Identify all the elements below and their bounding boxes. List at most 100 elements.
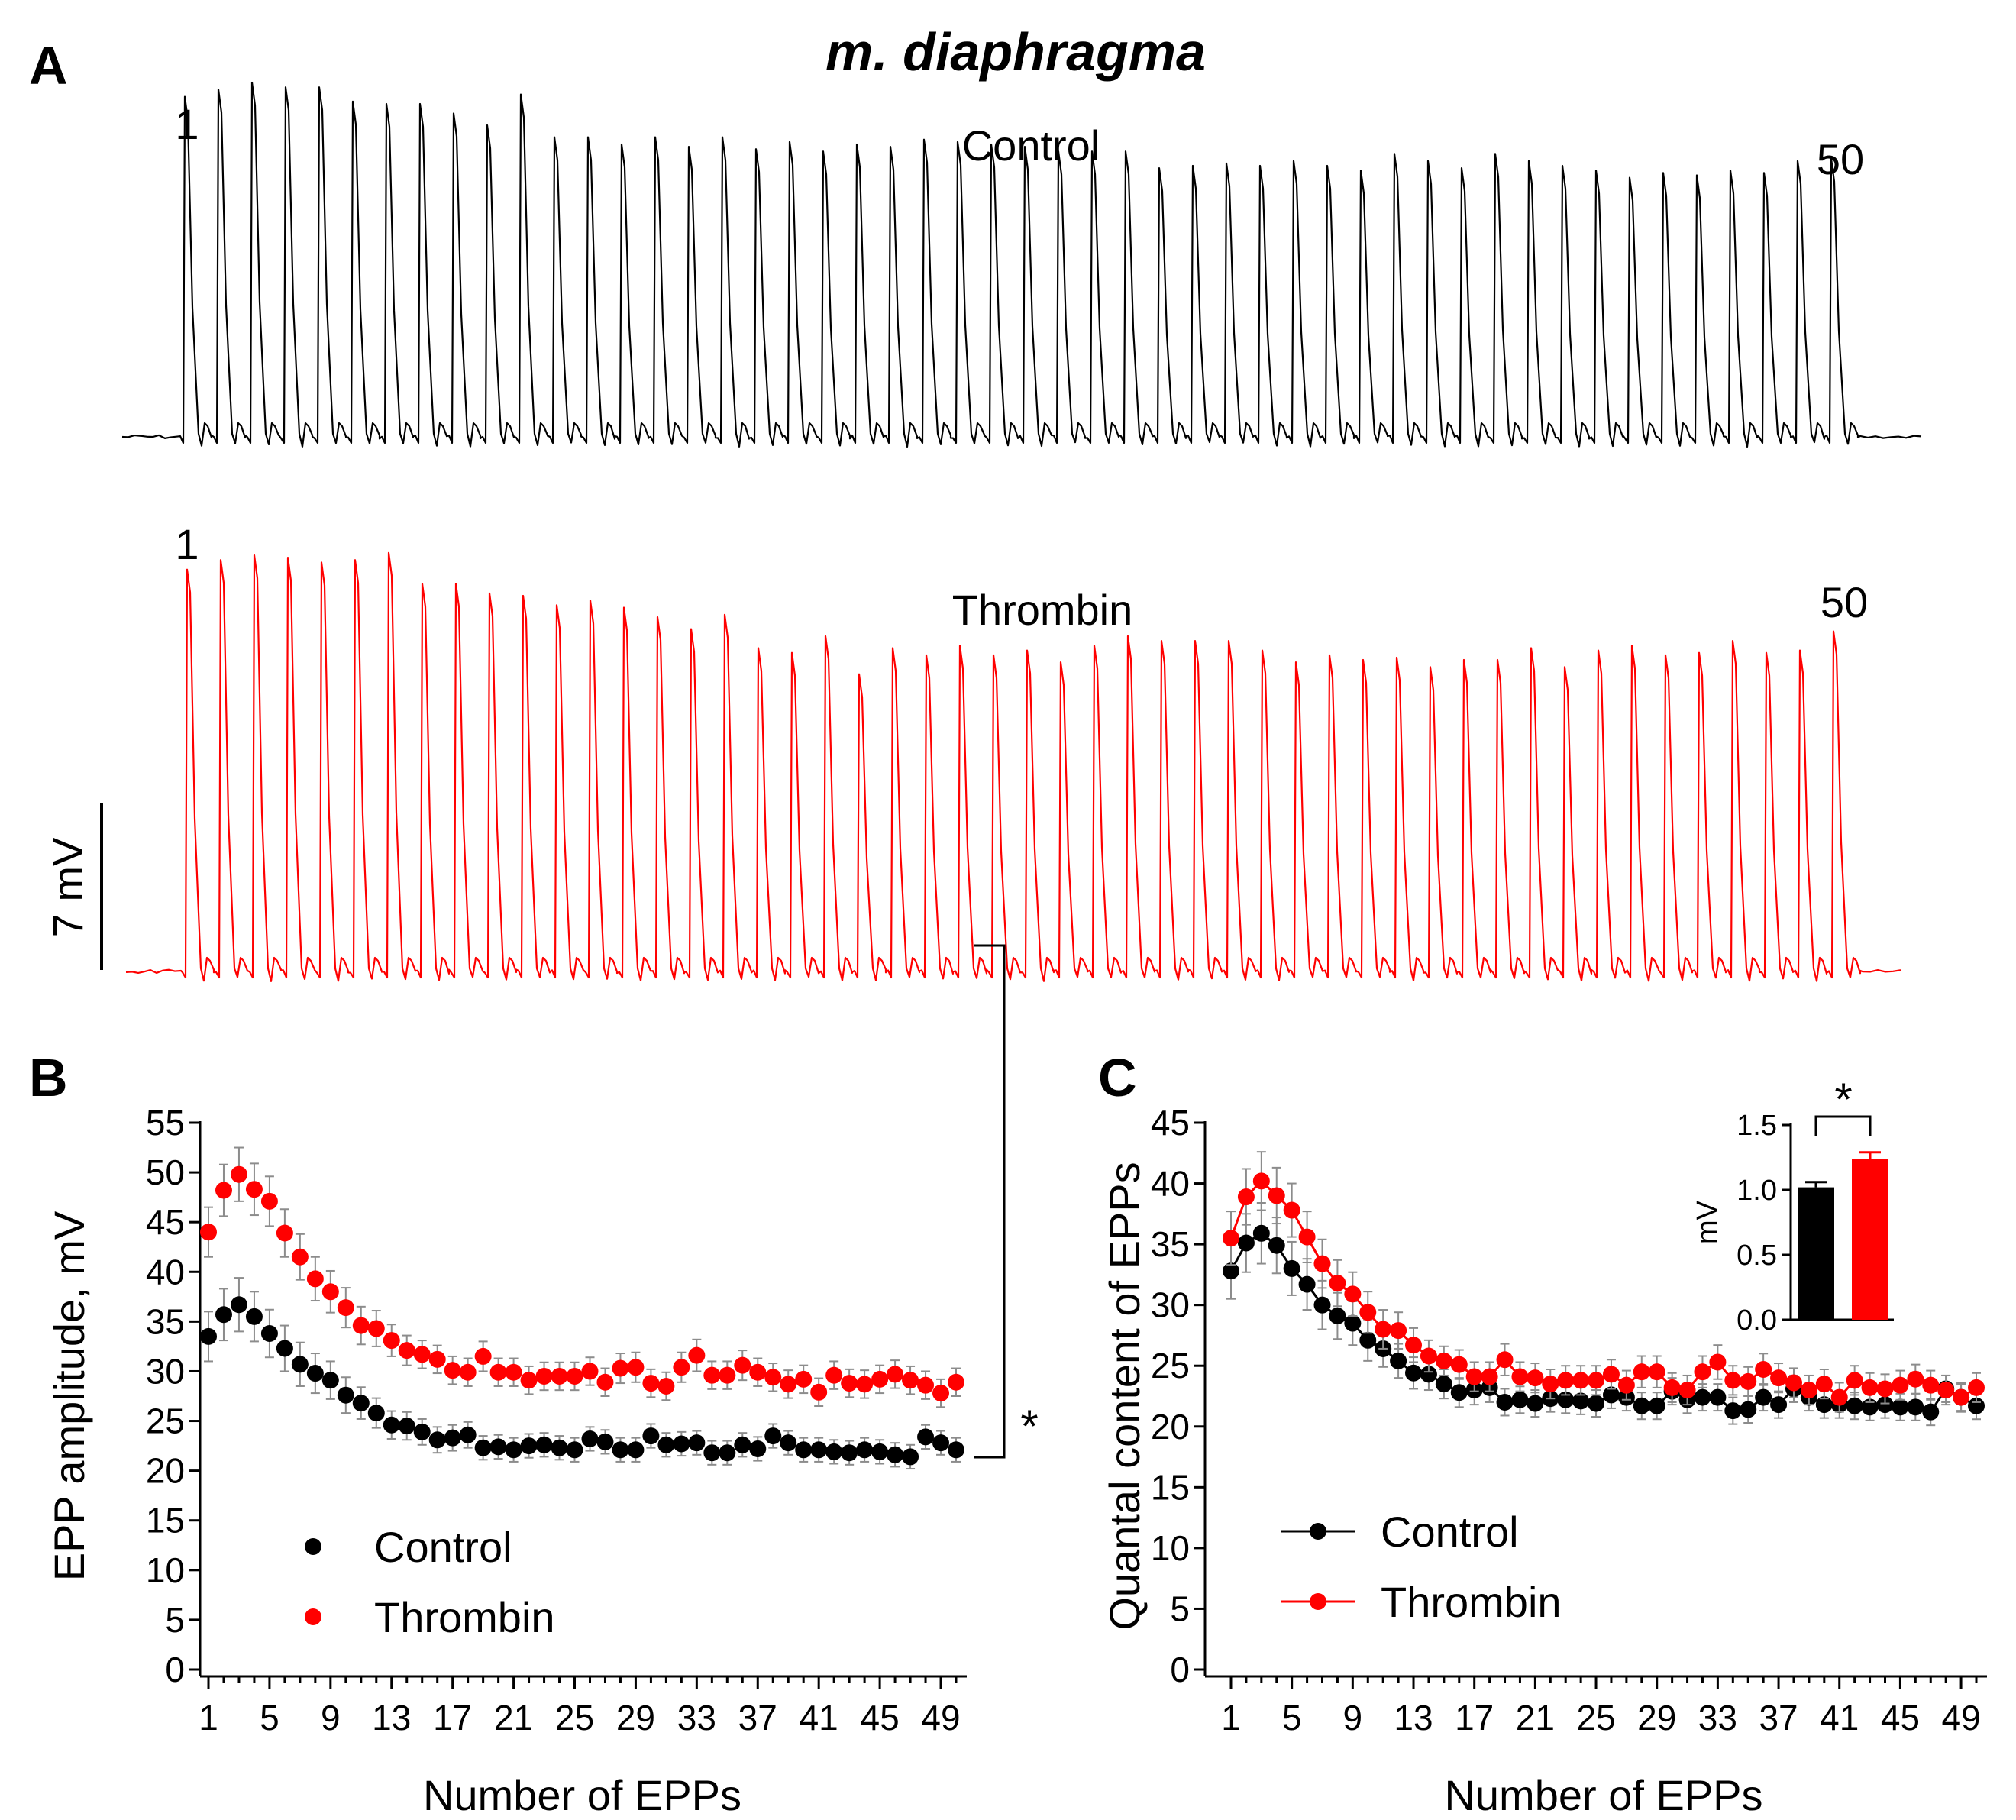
inset-y-tick-label: 0.0 (1737, 1304, 1777, 1337)
thrombin-data-point (383, 1332, 400, 1350)
y-tick-label: 35 (146, 1301, 185, 1341)
inset-y-axis-title: mV (1691, 1200, 1724, 1244)
inset-significance-bracket (1814, 1115, 1872, 1136)
thrombin-data-point (1390, 1322, 1407, 1340)
thrombin-data-point (1268, 1187, 1285, 1204)
control-data-point (1405, 1364, 1423, 1382)
y-tick-label: 30 (146, 1351, 185, 1391)
control-data-point (520, 1437, 538, 1455)
control-data-point (1602, 1386, 1620, 1404)
control-data-point (1511, 1391, 1529, 1408)
thrombin-data-point (1420, 1347, 1437, 1365)
thrombin-legend-label: Thrombin (374, 1593, 555, 1641)
thrombin-data-point (1740, 1372, 1757, 1390)
thrombin-data-point (1709, 1353, 1727, 1371)
y-tick-label: 0 (165, 1650, 185, 1689)
control-data-point (841, 1444, 858, 1462)
thrombin-data-point (337, 1299, 354, 1317)
control-data-point (398, 1418, 415, 1435)
control-data-point (1846, 1397, 1863, 1414)
thrombin-data-point (398, 1342, 415, 1359)
thrombin-data-point (780, 1376, 797, 1393)
thrombin-data-point (1450, 1356, 1468, 1373)
inset-y-tick-label: 0.5 (1737, 1240, 1777, 1272)
control-data-point (215, 1306, 232, 1324)
thrombin-data-point (917, 1376, 935, 1394)
control-data-point (932, 1434, 950, 1452)
control-first-stim-label: 1 (175, 100, 199, 148)
thrombin-data-point (948, 1373, 964, 1391)
inset-y-tick-label: 1.5 (1737, 1110, 1777, 1142)
control-data-point (642, 1427, 660, 1445)
control-legend-marker (1310, 1523, 1326, 1540)
control-last-stim-label: 50 (1817, 135, 1864, 183)
y-axis-title: Quantal content of EPPs (1100, 1162, 1149, 1630)
control-legend-label: Control (1381, 1508, 1519, 1556)
x-tick-label: 25 (555, 1698, 594, 1738)
thrombin-data-point (1313, 1255, 1331, 1272)
control-data-point (1633, 1397, 1650, 1414)
x-tick-label: 41 (1820, 1698, 1859, 1738)
thrombin-data-point (1557, 1372, 1575, 1389)
thrombin-data-point (825, 1366, 843, 1384)
control-data-point (1298, 1275, 1316, 1293)
control-data-point (871, 1443, 889, 1460)
thrombin-data-point (1435, 1352, 1452, 1369)
thrombin-data-point (841, 1375, 858, 1392)
thrombin-data-point (276, 1224, 293, 1242)
control-data-point (1922, 1403, 1940, 1421)
control-data-point (1740, 1401, 1757, 1418)
thrombin-data-point (902, 1372, 919, 1389)
thrombin-data-point (627, 1359, 645, 1376)
y-tick-label: 45 (146, 1202, 185, 1242)
control-data-point (764, 1427, 782, 1445)
thrombin-data-point (1465, 1368, 1483, 1385)
thrombin-data-point (1283, 1201, 1300, 1219)
thrombin-data-point (1252, 1172, 1270, 1190)
thrombin-data-point (688, 1346, 706, 1364)
y-tick-label: 40 (146, 1252, 185, 1291)
thrombin-data-point (1496, 1351, 1514, 1369)
control-data-point (703, 1444, 721, 1462)
control-data-point (383, 1416, 400, 1434)
control-data-point (1237, 1234, 1255, 1252)
x-tick-label: 21 (1516, 1698, 1555, 1738)
x-tick-label: 25 (1576, 1698, 1615, 1738)
panel-c-letter: C (1098, 1048, 1137, 1107)
control-data-point (291, 1356, 309, 1373)
figure-title: m. diaphragma (825, 22, 1206, 82)
control-data-point (1435, 1376, 1452, 1393)
thrombin-data-point (1876, 1380, 1894, 1398)
control-data-point (1450, 1384, 1468, 1401)
control-data-point (1496, 1393, 1514, 1411)
control-data-point (260, 1324, 278, 1342)
control-data-point (1648, 1397, 1665, 1414)
x-tick-label: 29 (1637, 1698, 1676, 1738)
control-data-point (1420, 1366, 1437, 1383)
control-data-point (1268, 1237, 1285, 1254)
control-data-point (474, 1439, 492, 1456)
thrombin-data-point (352, 1317, 370, 1334)
significance-bracket (974, 944, 1006, 1459)
y-tick-label: 50 (146, 1152, 185, 1192)
thrombin-data-point (657, 1377, 675, 1395)
thrombin-data-point (1922, 1376, 1940, 1394)
significance-star: * (1020, 1401, 1038, 1452)
thrombin-last-stim-label: 50 (1821, 578, 1868, 626)
control-data-point (917, 1428, 935, 1446)
y-tick-label: 45 (1151, 1103, 1190, 1143)
y-tick-label: 25 (1151, 1346, 1190, 1385)
control-data-point (887, 1446, 904, 1463)
thrombin-data-point (1237, 1188, 1255, 1206)
thrombin-data-point (1694, 1363, 1711, 1381)
control-data-point (1770, 1396, 1788, 1414)
control-data-point (306, 1365, 324, 1382)
control-legend-label: Control (374, 1523, 512, 1571)
control-trace (121, 81, 1922, 448)
thrombin-data-point (1815, 1376, 1833, 1393)
thrombin-data-point (245, 1181, 263, 1198)
thrombin-data-point (642, 1375, 660, 1392)
thrombin-data-point (1511, 1368, 1529, 1385)
y-tick-label: 20 (146, 1451, 185, 1491)
control-inset-bar (1798, 1187, 1834, 1320)
